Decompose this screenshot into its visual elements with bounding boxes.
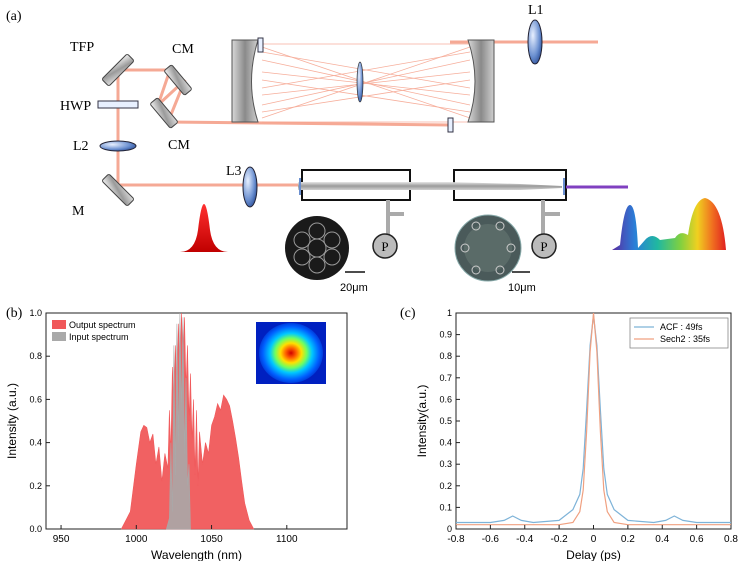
output-spectrum-shape bbox=[612, 198, 726, 250]
panel-a-schematic: (a) bbox=[6, 3, 726, 294]
x-tick-label-6: 0.4 bbox=[655, 534, 669, 545]
plot-frame bbox=[455, 312, 732, 530]
y-tick-label-7: 0.7 bbox=[439, 373, 452, 383]
legend-swatch-0 bbox=[52, 320, 66, 329]
cavity-mirror-left bbox=[231, 39, 259, 123]
x-axis-label: Wavelength (nm) bbox=[151, 548, 242, 561]
fiber-cross-section-2 bbox=[454, 214, 522, 282]
panel-b-label: (b) bbox=[6, 306, 23, 321]
fiber-assembly bbox=[298, 169, 628, 234]
pressure-gauge-1-label: P bbox=[381, 239, 388, 254]
hwp-label: HWP bbox=[60, 99, 91, 114]
y-tick-label-3: 0.3 bbox=[439, 459, 452, 469]
x-tick-label-1: -0.6 bbox=[482, 534, 500, 545]
pressure-gauge-2 bbox=[531, 233, 557, 259]
cm-top-label: CM bbox=[172, 42, 194, 57]
chart-b: 950 1000 1050 1100 0.0 0.2 0.4 0.6 0.8 1.0 Wavelen… bbox=[5, 308, 348, 561]
chirped-mirror-bottom bbox=[150, 97, 178, 129]
x-tick-label-5: 0.2 bbox=[621, 534, 635, 545]
x-tick-label-4: 0 bbox=[591, 534, 597, 545]
y-tick-label-10: 1 bbox=[447, 308, 452, 318]
pressure-gauge-2-label: P bbox=[540, 239, 547, 254]
lens-l1 bbox=[527, 19, 543, 65]
y-tick-label-2: 0.2 bbox=[439, 481, 452, 491]
legend-label-0: Output spectrum bbox=[69, 320, 136, 330]
y-tick-label-5: 1.0 bbox=[29, 308, 42, 318]
input-pulse-shape bbox=[180, 204, 228, 252]
y-axis-label: Intensity (a.u.) bbox=[5, 383, 19, 459]
y-tick-label-8: 0.8 bbox=[439, 351, 452, 361]
y-tick-label-3: 0.6 bbox=[29, 394, 42, 404]
chart-c: -0.8 -0.6 -0.4 -0.2 0 0.2 0.4 0.6 0.8 0 0.1 0.2 0.3 0… bbox=[415, 308, 738, 561]
cm-bottom-label: CM bbox=[168, 138, 190, 153]
y-tick-label-2: 0.4 bbox=[29, 438, 42, 448]
panel-c-label: (c) bbox=[400, 306, 416, 321]
x-tick-label-0: -0.8 bbox=[447, 534, 465, 545]
panel-a-label: (a) bbox=[6, 9, 22, 24]
x-tick-label-2: 1050 bbox=[200, 534, 223, 545]
series-1-line bbox=[456, 312, 731, 526]
series-1-area bbox=[166, 312, 191, 530]
y-tick-label-9: 0.9 bbox=[439, 330, 452, 340]
y-tick-label-4: 0.4 bbox=[439, 438, 452, 448]
l1-label: L1 bbox=[528, 3, 544, 18]
mirror-m bbox=[102, 174, 134, 206]
x-tick-label-3: 1100 bbox=[276, 534, 298, 545]
legend-box bbox=[629, 317, 729, 349]
legend-swatch-1 bbox=[52, 332, 66, 341]
scalebar-2-label: 10μm bbox=[508, 282, 536, 294]
l3-label: L3 bbox=[226, 164, 242, 179]
y-tick-label-0: 0.0 bbox=[29, 524, 42, 534]
hwp-optic bbox=[97, 100, 139, 109]
x-tick-label-7: 0.6 bbox=[690, 534, 704, 545]
y-tick-label-0: 0 bbox=[447, 524, 452, 534]
y-tick-label-6: 0.6 bbox=[439, 394, 452, 404]
pickoff-mirror-top bbox=[257, 37, 264, 53]
y-tick-label-1: 0.2 bbox=[29, 481, 42, 491]
l2-label: L2 bbox=[73, 139, 89, 154]
legend-label-1: Sech2 : 35fs bbox=[660, 334, 711, 344]
legend-label-0: ACF : 49fs bbox=[660, 322, 703, 332]
tfp-label: TFP bbox=[70, 40, 94, 55]
fiber-cross-section-1 bbox=[285, 216, 349, 280]
pickoff-mirror-bottom bbox=[447, 117, 454, 133]
legend-label-1: Input spectrum bbox=[69, 332, 129, 342]
laser-beams bbox=[116, 40, 598, 187]
m-label: M bbox=[72, 204, 85, 219]
lens-l2 bbox=[99, 140, 137, 152]
series-0-area bbox=[120, 312, 255, 530]
pressure-gauge-1 bbox=[372, 233, 398, 259]
hollow-core-fiber-2 bbox=[448, 182, 562, 190]
cavity-lens bbox=[356, 61, 364, 103]
scalebar-1-label: 20μm bbox=[340, 282, 368, 294]
x-tick-label-8: 0.8 bbox=[724, 534, 738, 545]
lens-l3 bbox=[242, 166, 258, 208]
y-tick-label-4: 0.8 bbox=[29, 351, 42, 361]
tfp-optic bbox=[102, 54, 134, 86]
x-tick-label-0: 950 bbox=[53, 534, 70, 545]
x-tick-label-2: -0.4 bbox=[516, 534, 534, 545]
x-tick-label-1: 1000 bbox=[125, 534, 148, 545]
multipass-cell-rays bbox=[261, 43, 471, 123]
chirped-mirror-top bbox=[164, 64, 192, 96]
y-axis-label: Intensity(a.u.) bbox=[415, 385, 429, 458]
x-tick-label-3: -0.2 bbox=[551, 534, 569, 545]
x-axis-label: Delay (ps) bbox=[566, 548, 621, 561]
hollow-core-fiber-1 bbox=[298, 182, 448, 190]
y-tick-label-5: 0.5 bbox=[439, 416, 452, 426]
beam-profile-inset bbox=[259, 323, 323, 383]
y-tick-label-1: 0.1 bbox=[439, 502, 452, 512]
cavity-mirror-right bbox=[467, 39, 495, 123]
